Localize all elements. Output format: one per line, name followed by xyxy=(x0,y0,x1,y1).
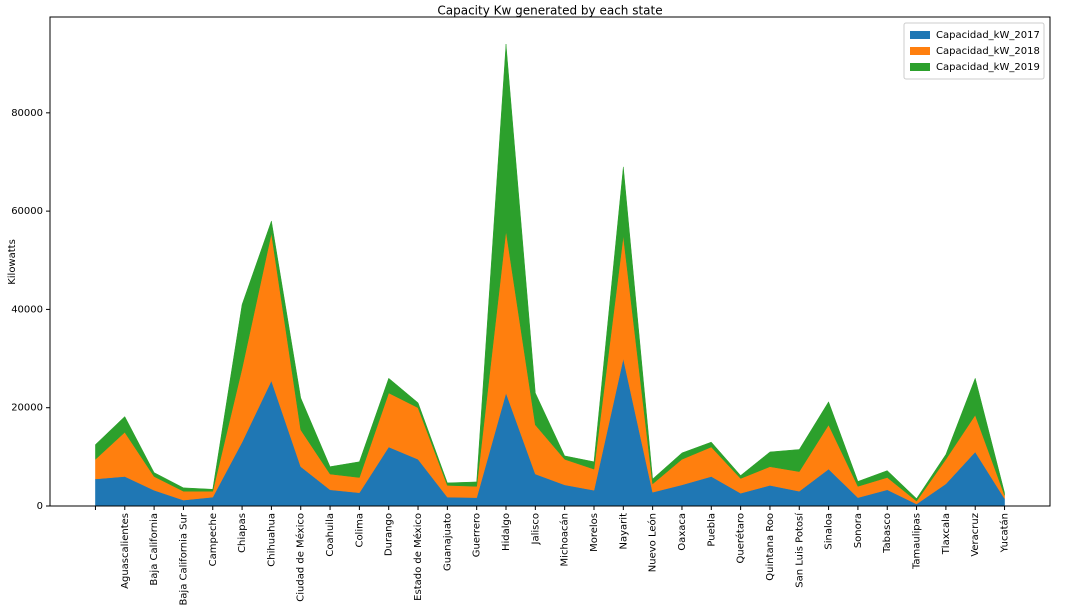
x-tick-label: Colima xyxy=(354,513,365,548)
x-tick-label: Tlaxcala xyxy=(941,513,952,555)
x-tick-label: Hidalgo xyxy=(501,513,512,551)
y-tick-label: 60000 xyxy=(11,206,43,217)
y-tick-label: 40000 xyxy=(11,304,43,315)
x-tick-label: Querétaro xyxy=(735,513,747,563)
legend-swatch xyxy=(910,63,930,71)
legend-label: Capacidad_kW_2017 xyxy=(936,30,1040,41)
x-tick-label: Guerrero xyxy=(472,513,483,557)
x-tick-label: Morelos xyxy=(589,513,600,552)
x-tick-label: Sonora xyxy=(853,513,864,548)
x-tick-label: Veracruz xyxy=(970,513,981,557)
x-tick-label: Yucatán xyxy=(999,513,1011,553)
y-axis-label: Kilowatts xyxy=(7,239,18,285)
chart-title: Capacity Kw generated by each state xyxy=(437,4,662,18)
y-tick-label: 20000 xyxy=(11,403,43,414)
x-tick-label: Tamaulipas xyxy=(912,513,923,570)
legend-label: Capacidad_kW_2019 xyxy=(936,62,1040,73)
x-tick-label: Quintana Roo xyxy=(765,513,776,581)
x-tick-label: Sinaloa xyxy=(824,513,835,550)
x-tick-label: Nuevo León xyxy=(647,513,659,572)
x-tick-label: Chihuahua xyxy=(266,513,277,567)
x-tick-label: Nayarit xyxy=(618,513,629,550)
x-tick-label: Estado de México xyxy=(412,513,424,601)
x-tick-label: San Luis Potosí xyxy=(793,512,805,588)
x-tick-label: Oaxaca xyxy=(677,513,688,551)
x-tick-label: Chiapas xyxy=(237,513,248,553)
x-tick-label: Ciudad de México xyxy=(295,513,307,602)
legend-label: Capacidad_kW_2018 xyxy=(936,46,1040,57)
legend-swatch xyxy=(910,47,930,55)
plot-frame xyxy=(49,16,1051,507)
x-tick-label: Guanajuato xyxy=(442,513,453,571)
area xyxy=(95,44,1005,502)
x-tick-label: Aguascalientes xyxy=(120,513,131,589)
x-tick-label: Baja California xyxy=(149,513,160,586)
x-tick-label: Tabasco xyxy=(882,513,893,554)
legend-box xyxy=(903,22,1045,80)
x-tick-label: Baja California Sur xyxy=(178,512,189,605)
x-tick-label: Jalisco xyxy=(530,513,541,545)
legend-swatch xyxy=(910,31,930,39)
x-tick-label: Michoacán xyxy=(559,513,571,566)
x-tick-label: Durango xyxy=(384,513,395,556)
x-tick-label: Campeche xyxy=(208,513,219,566)
y-tick-label: 0 xyxy=(37,501,43,512)
x-tick-label: Coahuila xyxy=(325,513,336,557)
y-tick-label: 80000 xyxy=(11,108,43,119)
x-tick-label: Puebla xyxy=(706,513,717,547)
